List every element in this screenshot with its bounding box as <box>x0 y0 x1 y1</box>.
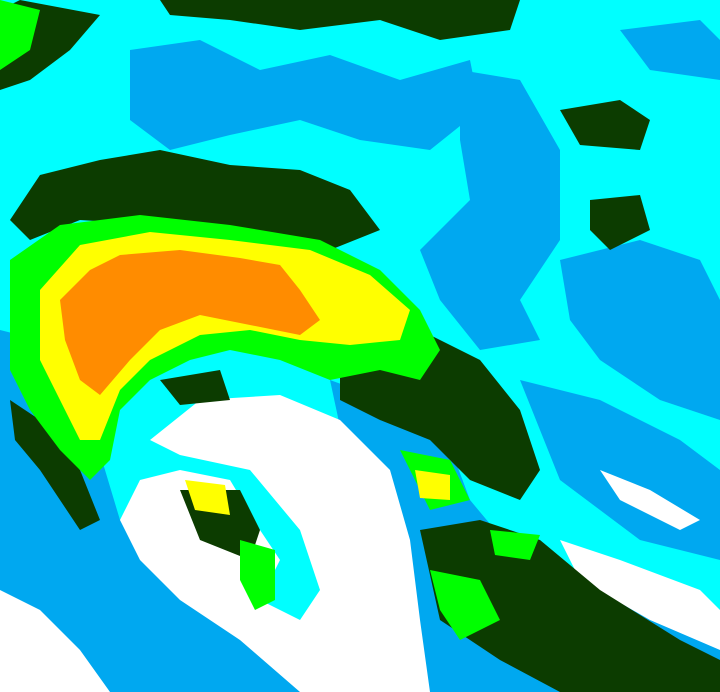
orange-regions <box>60 250 320 395</box>
white-regions <box>0 395 720 692</box>
